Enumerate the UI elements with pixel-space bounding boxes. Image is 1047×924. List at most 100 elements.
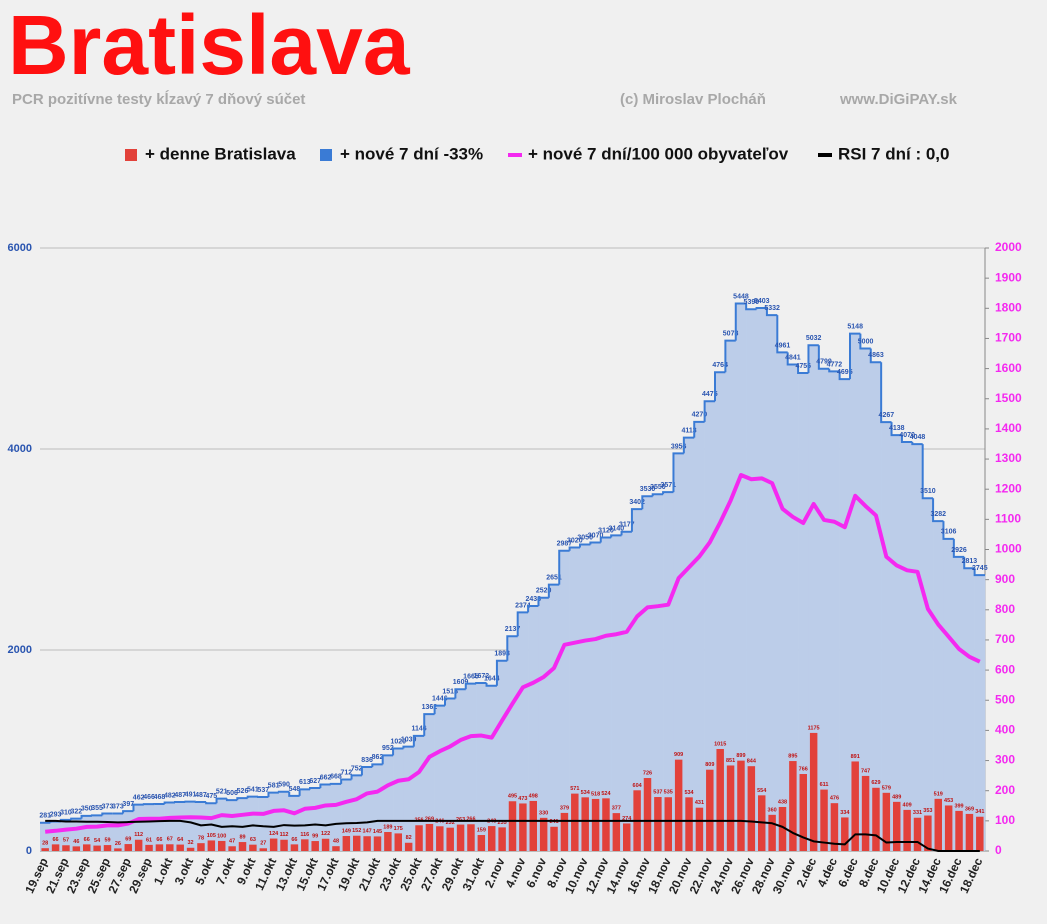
bar-label: 809 bbox=[705, 762, 714, 768]
step-line bbox=[163, 801, 175, 804]
step-label: 1644 bbox=[484, 676, 500, 683]
step-line bbox=[672, 452, 684, 493]
bar-label: 78 bbox=[198, 836, 204, 842]
step-line bbox=[350, 774, 362, 780]
step-label: 491 bbox=[185, 791, 197, 798]
step-area bbox=[403, 746, 415, 851]
bar bbox=[290, 844, 299, 851]
y2-tick-label: 800 bbox=[995, 602, 1015, 616]
step-line bbox=[90, 814, 103, 817]
step-label: 2745 bbox=[972, 565, 988, 572]
bar bbox=[944, 805, 953, 851]
bar-label: 360 bbox=[768, 807, 777, 813]
y2-tick-label: 700 bbox=[995, 632, 1015, 646]
bar bbox=[498, 827, 506, 851]
bar bbox=[415, 825, 423, 851]
y2-tick-label: 1100 bbox=[995, 512, 1021, 526]
bar bbox=[384, 832, 392, 851]
step-label: 4695 bbox=[837, 369, 853, 376]
step-label: 548 bbox=[289, 786, 301, 793]
step-area bbox=[50, 821, 62, 851]
bar-label: 334 bbox=[840, 810, 850, 816]
bar bbox=[571, 793, 579, 851]
bar bbox=[394, 833, 403, 851]
step-label: 3402 bbox=[629, 499, 645, 506]
step-label: 521 bbox=[216, 788, 228, 795]
step-area bbox=[600, 537, 612, 851]
line-series bbox=[45, 819, 980, 852]
step-line bbox=[246, 795, 259, 799]
bar bbox=[114, 848, 122, 851]
step-line bbox=[724, 339, 736, 373]
y-tick-label: 0 bbox=[26, 845, 32, 857]
bar bbox=[903, 809, 911, 851]
step-area bbox=[715, 372, 726, 851]
bar-label: 611 bbox=[820, 782, 829, 788]
bar-label: 64 bbox=[177, 837, 184, 843]
step-label: 468 bbox=[154, 794, 166, 801]
bar-label: 476 bbox=[830, 796, 839, 802]
bar bbox=[446, 827, 454, 851]
step-area bbox=[258, 797, 269, 851]
step-area bbox=[642, 496, 653, 851]
legend-marker bbox=[125, 149, 137, 161]
step-label: 581 bbox=[268, 782, 280, 789]
bar-label: 66 bbox=[84, 837, 90, 843]
step-label: 2651 bbox=[546, 574, 562, 581]
step-area bbox=[891, 435, 903, 851]
bar-label: 145 bbox=[373, 829, 382, 835]
step-area bbox=[164, 802, 176, 851]
step-area bbox=[631, 509, 643, 851]
y2-tick-label: 0 bbox=[995, 843, 1002, 857]
step-label: 397 bbox=[122, 801, 134, 808]
bar bbox=[311, 841, 319, 851]
step-line bbox=[288, 791, 300, 797]
bar bbox=[622, 823, 631, 851]
bar-label: 473 bbox=[518, 796, 527, 802]
step-label: 466 bbox=[143, 794, 155, 801]
step-line bbox=[402, 745, 414, 749]
step-area bbox=[683, 437, 695, 851]
step-area bbox=[424, 714, 435, 851]
step-line bbox=[371, 763, 383, 767]
bar-label: 431 bbox=[695, 800, 704, 806]
step-area bbox=[206, 803, 217, 851]
step-label: 836 bbox=[361, 757, 373, 764]
step-label: 293 bbox=[50, 811, 62, 818]
y2-tick-label: 200 bbox=[995, 783, 1015, 797]
step-label: 3571 bbox=[660, 482, 676, 489]
bar-label: 534 bbox=[581, 790, 591, 796]
bar bbox=[768, 814, 776, 851]
step-line bbox=[267, 791, 279, 798]
bar-label: 175 bbox=[394, 826, 403, 832]
step-line bbox=[963, 556, 975, 570]
bar bbox=[82, 844, 91, 851]
bar-label: 232 bbox=[446, 820, 455, 826]
bar bbox=[872, 787, 880, 851]
step-label: 3050 bbox=[577, 534, 593, 541]
step-label: 482 bbox=[164, 792, 176, 799]
step-line bbox=[547, 583, 560, 598]
bar-label: 534 bbox=[684, 790, 694, 796]
step-area bbox=[787, 364, 799, 851]
step-label: 373 bbox=[112, 803, 124, 810]
bar-label: 28 bbox=[42, 841, 48, 847]
step-line bbox=[132, 803, 144, 812]
step-line bbox=[734, 302, 747, 341]
step-line bbox=[599, 536, 612, 543]
bar bbox=[892, 801, 901, 851]
bar-label: 116 bbox=[300, 832, 309, 838]
step-label: 475 bbox=[206, 793, 218, 800]
step-area bbox=[953, 556, 965, 851]
step-label: 487 bbox=[195, 792, 207, 799]
step-area bbox=[71, 818, 82, 851]
step-area bbox=[91, 815, 103, 851]
y2-tick-label: 900 bbox=[995, 572, 1015, 586]
step-line bbox=[932, 498, 944, 523]
step-line bbox=[558, 549, 570, 585]
step-line bbox=[921, 444, 934, 500]
legend-label: + nové 7 dní -33% bbox=[340, 144, 483, 163]
step-area bbox=[746, 309, 757, 851]
bar bbox=[550, 826, 558, 851]
